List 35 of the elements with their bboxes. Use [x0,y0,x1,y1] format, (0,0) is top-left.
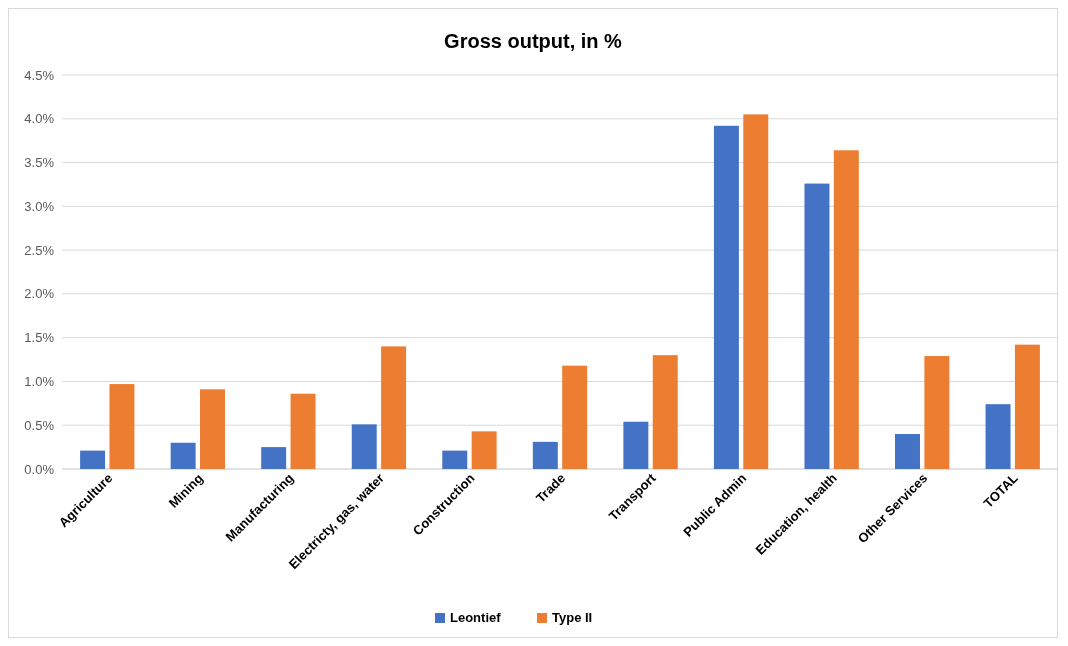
bar [623,421,649,469]
legend-label: Leontief [450,610,502,625]
y-tick-label: 2.5% [24,242,55,258]
bar [261,447,287,469]
bar [562,365,588,469]
y-tick-label: 4.5% [24,67,55,83]
bar [895,433,920,469]
bar [532,441,558,469]
y-tick-label: 2.0% [24,286,55,302]
bar [109,384,135,469]
bar [924,356,950,469]
y-tick-label: 3.5% [24,155,55,171]
y-tick-label: 4.0% [24,111,55,127]
bar [442,450,468,469]
chart-title: Gross output, in % [444,30,623,52]
bar [652,355,678,469]
legend-label: Type II [552,610,593,625]
y-tick-label: 0.0% [24,461,55,477]
bar [381,346,407,469]
bar [1014,344,1040,469]
bar [985,404,1011,469]
y-tick-label: 3.0% [24,198,55,214]
bar [170,442,196,469]
bar [200,389,225,469]
bar [471,431,497,469]
bar [743,114,769,469]
bar [713,125,739,469]
y-tick-label: 1.0% [24,373,55,389]
bar [80,450,106,469]
y-tick-label: 1.5% [24,330,55,346]
bar [833,150,859,469]
bar [804,183,830,469]
y-tick-label: 0.5% [24,417,55,433]
bar [290,393,316,469]
bar [351,424,377,469]
